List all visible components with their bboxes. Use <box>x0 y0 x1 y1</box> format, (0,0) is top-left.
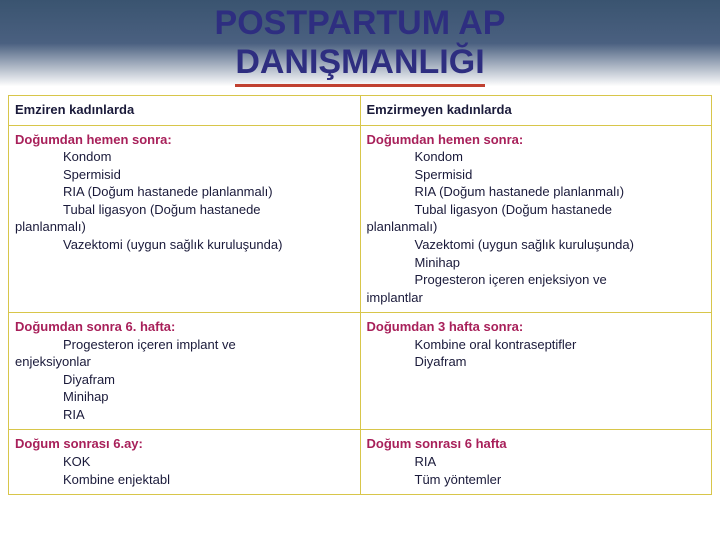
list-item: Tubal ligasyon (Doğum hastanede <box>63 201 354 219</box>
cell-r1-right: Doğumdan 3 hafta sonra:Kombine oral kont… <box>360 313 712 430</box>
list-item: implantlar <box>367 289 706 307</box>
list-item: Spermisid <box>415 166 706 184</box>
cell-r0-right: Doğumdan hemen sonra:KondomSpermisidRIA … <box>360 125 712 312</box>
cell-r0-left: Doğumdan hemen sonra:KondomSpermisidRIA … <box>9 125 361 312</box>
section-lead: Doğumdan hemen sonra: <box>15 131 354 149</box>
item-list: Vazektomi (uygun sağlık kuruluşunda)Mini… <box>367 236 706 289</box>
item-list: DiyaframMinihapRIA <box>15 371 354 424</box>
list-item: Kombine oral kontraseptifler <box>415 336 706 354</box>
list-item: Minihap <box>63 388 354 406</box>
item-list: planlanmalı) <box>367 218 706 236</box>
list-item: Progesteron içeren enjeksiyon ve <box>415 271 706 289</box>
item-list: Vazektomi (uygun sağlık kuruluşunda) <box>15 236 354 254</box>
item-list: KondomSpermisidRIA (Doğum hastanede plan… <box>367 148 706 218</box>
list-item: planlanmalı) <box>15 218 354 236</box>
list-item: KOK <box>63 453 354 471</box>
title-line-1: POSTPARTUM AP <box>8 4 712 43</box>
list-item: Tüm yöntemler <box>415 471 706 489</box>
table-row: Doğum sonrası 6.ay:KOKKombine enjektabl … <box>9 430 712 495</box>
header-row: Emziren kadınlarda Emzirmeyen kadınlarda <box>9 96 712 126</box>
section-lead: Doğumdan 3 hafta sonra: <box>367 318 706 336</box>
section-lead: Doğum sonrası 6 hafta <box>367 435 706 453</box>
item-list: RIATüm yöntemler <box>367 453 706 488</box>
section-lead: Doğumdan sonra 6. hafta: <box>15 318 354 336</box>
section-lead: Doğum sonrası 6.ay: <box>15 435 354 453</box>
list-item: RIA (Doğum hastanede planlanmalı) <box>415 183 706 201</box>
list-item: RIA <box>415 453 706 471</box>
slide: POSTPARTUM AP DANIŞMANLIĞI Emziren kadın… <box>0 0 720 540</box>
list-item: Progesteron içeren implant ve <box>63 336 354 354</box>
item-list: Progesteron içeren implant ve <box>15 336 354 354</box>
list-item: Diyafram <box>63 371 354 389</box>
item-list: planlanmalı) <box>15 218 354 236</box>
list-item: RIA <box>63 406 354 424</box>
list-item: Minihap <box>415 254 706 272</box>
title-line-2: DANIŞMANLIĞI <box>235 43 484 87</box>
list-item: Kondom <box>63 148 354 166</box>
list-item: Vazektomi (uygun sağlık kuruluşunda) <box>63 236 354 254</box>
item-list: implantlar <box>367 289 706 307</box>
section-lead: Doğumdan hemen sonra: <box>367 131 706 149</box>
table-row: Doğumdan hemen sonra:KondomSpermisidRIA … <box>9 125 712 312</box>
col-header-left: Emziren kadınlarda <box>9 96 361 126</box>
list-item: Kondom <box>415 148 706 166</box>
list-item: Kombine enjektabl <box>63 471 354 489</box>
content-table: Emziren kadınlarda Emzirmeyen kadınlarda… <box>8 95 712 495</box>
list-item: planlanmalı) <box>367 218 706 236</box>
item-list: enjeksiyonlar <box>15 353 354 371</box>
cell-r2-left: Doğum sonrası 6.ay:KOKKombine enjektabl <box>9 430 361 495</box>
list-item: Vazektomi (uygun sağlık kuruluşunda) <box>415 236 706 254</box>
col-header-right: Emzirmeyen kadınlarda <box>360 96 712 126</box>
cell-r2-right: Doğum sonrası 6 haftaRIATüm yöntemler <box>360 430 712 495</box>
list-item: Spermisid <box>63 166 354 184</box>
list-item: RIA (Doğum hastanede planlanmalı) <box>63 183 354 201</box>
slide-title: POSTPARTUM AP DANIŞMANLIĞI <box>8 4 712 87</box>
list-item: enjeksiyonlar <box>15 353 354 371</box>
list-item: Tubal ligasyon (Doğum hastanede <box>415 201 706 219</box>
item-list: KondomSpermisidRIA (Doğum hastanede plan… <box>15 148 354 218</box>
list-item: Diyafram <box>415 353 706 371</box>
item-list: Kombine oral kontraseptiflerDiyafram <box>367 336 706 371</box>
table-row: Doğumdan sonra 6. hafta:Progesteron içer… <box>9 313 712 430</box>
cell-r1-left: Doğumdan sonra 6. hafta:Progesteron içer… <box>9 313 361 430</box>
item-list: KOKKombine enjektabl <box>15 453 354 488</box>
